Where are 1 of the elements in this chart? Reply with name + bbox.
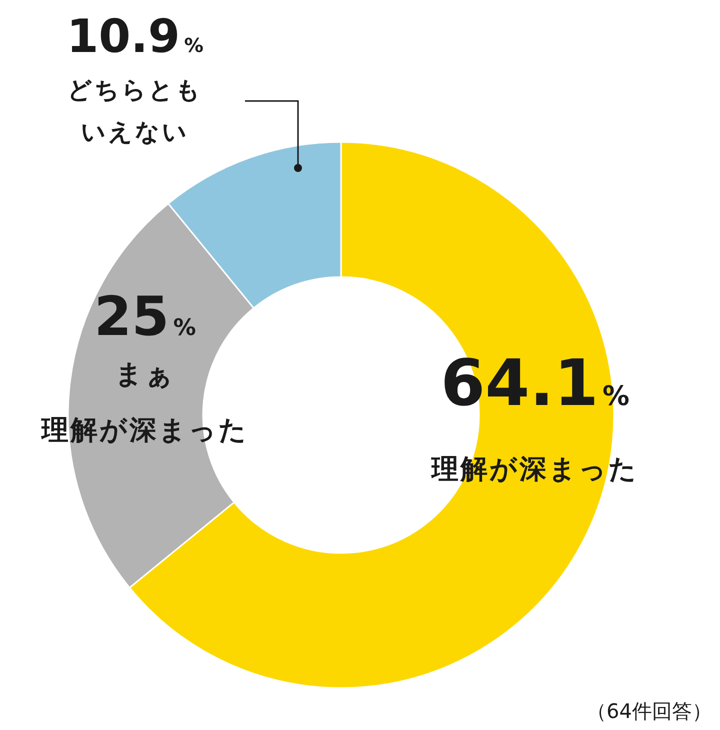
annotation: （64件回答）	[586, 699, 712, 723]
